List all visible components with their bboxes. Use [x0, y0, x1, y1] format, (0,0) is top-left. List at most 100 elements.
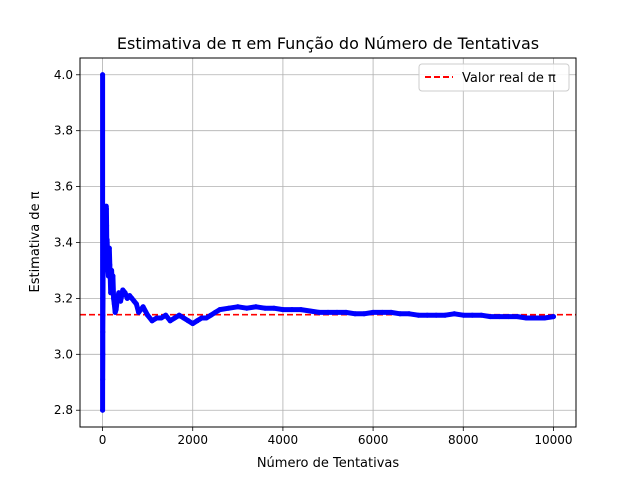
data-point — [370, 309, 376, 315]
data-point — [163, 312, 169, 318]
data-point — [442, 312, 448, 318]
data-point — [352, 311, 358, 317]
data-point — [551, 314, 556, 320]
data-point — [181, 315, 187, 321]
data-point — [289, 307, 295, 313]
data-point — [105, 268, 111, 273]
data-point — [496, 314, 502, 320]
data-point — [149, 318, 155, 324]
data-point — [460, 312, 466, 318]
y-tick-label: 3.2 — [54, 291, 73, 305]
data-point — [172, 315, 178, 321]
data-point — [203, 315, 209, 321]
data-point — [316, 309, 322, 315]
data-point — [253, 304, 259, 310]
data-point — [397, 311, 403, 317]
data-point — [379, 309, 385, 315]
y-axis-label: Estimativa de π — [28, 191, 43, 292]
data-point — [100, 312, 106, 318]
data-point — [190, 321, 196, 327]
data-point — [235, 304, 241, 310]
data-point — [100, 351, 106, 357]
data-point — [280, 307, 286, 313]
data-point — [100, 254, 106, 259]
data-point — [388, 309, 394, 315]
data-point — [307, 308, 313, 314]
data-point — [505, 314, 511, 320]
data-point — [167, 318, 173, 324]
data-point — [118, 298, 124, 304]
data-point — [298, 307, 304, 313]
data-point — [113, 307, 119, 313]
data-point — [104, 223, 110, 229]
data-point — [523, 315, 529, 321]
data-point — [133, 301, 139, 307]
data-point — [116, 290, 122, 296]
x-axis-label: Número de Tentativas — [257, 456, 400, 471]
data-point — [208, 312, 214, 318]
data-point — [406, 311, 412, 317]
data-point — [105, 251, 110, 257]
data-point — [145, 312, 151, 318]
grid — [80, 58, 576, 427]
data-point — [433, 312, 439, 318]
data-point — [100, 407, 106, 413]
data-point — [217, 307, 223, 313]
data-point — [110, 273, 116, 279]
y-tick-label: 3.6 — [54, 180, 73, 194]
data-point — [111, 295, 117, 301]
data-point — [100, 377, 106, 382]
data-point — [185, 318, 191, 324]
data-point — [478, 312, 484, 318]
data-point — [103, 206, 109, 212]
data-point — [451, 311, 457, 317]
data-point — [108, 290, 114, 296]
data-point — [100, 259, 106, 265]
data-point — [541, 315, 547, 321]
y-tick-label: 3.0 — [54, 347, 73, 361]
data-point — [487, 314, 493, 320]
data-points — [100, 72, 556, 413]
data-point — [424, 312, 430, 318]
x-tick-label: 0 — [99, 433, 107, 447]
data-point — [122, 290, 128, 296]
axis-ticks: 0 2000 4000 6000 8000 10000 2.8 3.0 3.2 3.4 3.6 3.8… — [54, 68, 573, 447]
data-point — [140, 304, 146, 310]
data-point — [271, 305, 277, 311]
x-tick-label: 2000 — [177, 433, 208, 447]
data-point — [100, 72, 106, 78]
data-point — [100, 329, 106, 335]
data-point — [111, 301, 117, 307]
data-point — [107, 262, 113, 268]
data-point — [212, 309, 218, 315]
data-point — [106, 245, 112, 251]
data-point — [334, 309, 340, 315]
y-tick-label: 4.0 — [54, 68, 73, 82]
data-point — [104, 237, 110, 243]
data-point — [109, 268, 115, 273]
data-point — [244, 305, 250, 311]
data-point — [415, 312, 421, 318]
data-point — [199, 315, 205, 321]
x-tick-label: 6000 — [358, 433, 389, 447]
data-point — [532, 315, 538, 321]
data-point — [514, 314, 520, 320]
data-point — [103, 212, 109, 217]
y-tick-label: 3.4 — [54, 236, 73, 250]
x-tick-label: 8000 — [448, 433, 479, 447]
data-point — [158, 315, 164, 321]
chart-title: Estimativa de π em Função do Número de T… — [117, 34, 539, 53]
data-point — [343, 309, 349, 315]
legend-label: Valor real de π — [462, 71, 556, 86]
data-point — [176, 312, 182, 318]
y-tick-label: 2.8 — [54, 403, 73, 417]
data-point — [262, 305, 268, 311]
data-point — [226, 305, 232, 311]
legend-box — [418, 63, 570, 92]
legend: Valor real de π — [418, 63, 570, 92]
data-point — [109, 279, 115, 285]
data-point — [325, 309, 331, 315]
x-tick-label: 4000 — [268, 433, 299, 447]
x-tick-label: 10000 — [534, 433, 572, 447]
